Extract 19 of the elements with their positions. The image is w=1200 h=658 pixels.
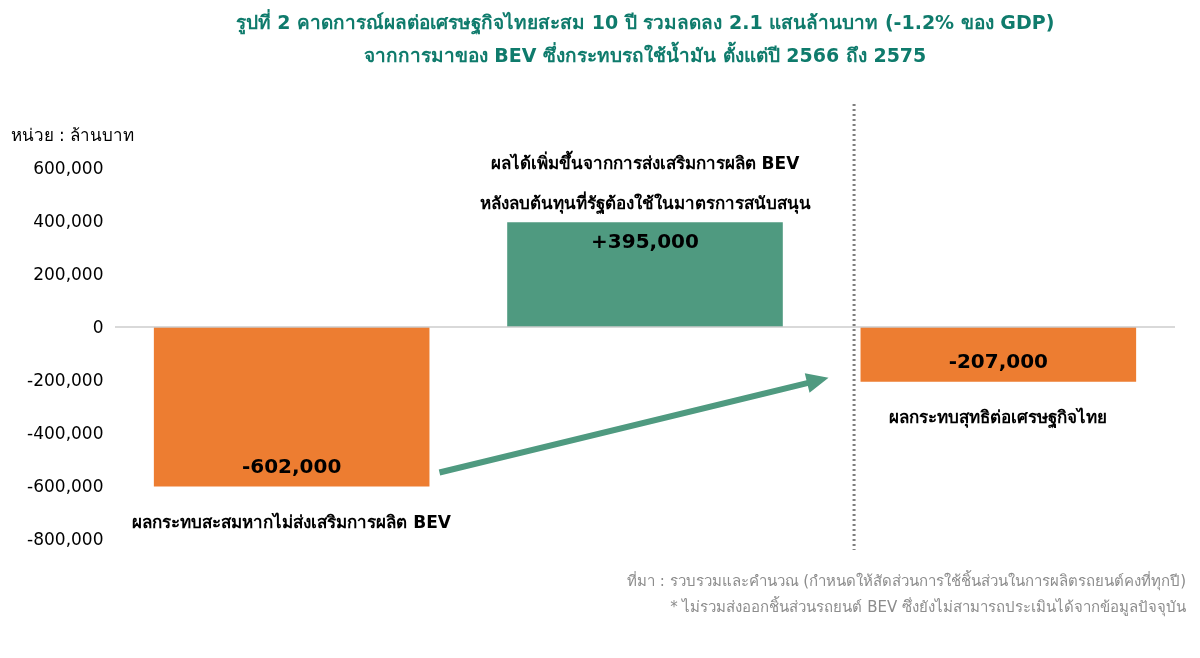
text: * ไม่รวมส่งออกชิ้นส่วนรถยนต์ BEV ซึ่งยังไม่สามารถประเมินได้จากข้อมูลปัจจุบัน: [669, 595, 1187, 619]
data-label: -207,000: [948, 348, 1049, 373]
y-tick-label: 600,000: [33, 157, 104, 178]
y-tick-label: 200,000: [33, 263, 104, 284]
y-tick-label: 400,000: [33, 210, 104, 231]
y-tick-label: -400,000: [27, 422, 104, 443]
y-tick-label: -200,000: [27, 369, 104, 390]
text: ที่มา : รวบรวมและคำนวณ (กำหนดให้สัดส่วนการใช้ชิ้นส่วนในการผลิตรถยนต์คงที่ทุกปี): [625, 569, 1187, 593]
y-tick-label: -600,000: [27, 475, 104, 496]
chart-title: รูปที่ 2 คาดการณ์ผลต่อเศรษฐกิจไทยสะสม 10 ปี รวมลดลง 2.1 แสนล้านบาท (-1.2% ของ GDP): [235, 9, 1055, 36]
annotation: ผลกระทบสะสมหากไม่ส่งเสริมการผลิต BEV: [132, 511, 452, 532]
chart-subtitle: จากการมาของ BEV ซึ่งกระทบรถใช้น้ำมัน ตั้งแต่ปี 2566 ถึง 2575: [363, 41, 927, 66]
annotation: ผลได้เพิ่มขึ้นจากการส่งเสริมการผลิต BEV หลังลบต้นทุนที่รัฐต้องใช้ในมาตรการสนับสนุน: [479, 150, 811, 216]
data-label: -602,000: [241, 453, 342, 478]
data-label: +395,000: [591, 229, 699, 254]
y-tick-label: 0: [92, 316, 104, 337]
annotation: ผลกระทบสุทธิต่อเศรษฐกิจไทย: [889, 406, 1108, 429]
y-tick-label: -800,000: [27, 528, 104, 549]
y-axis-title: หน่วย : ล้านบาท: [10, 124, 135, 145]
